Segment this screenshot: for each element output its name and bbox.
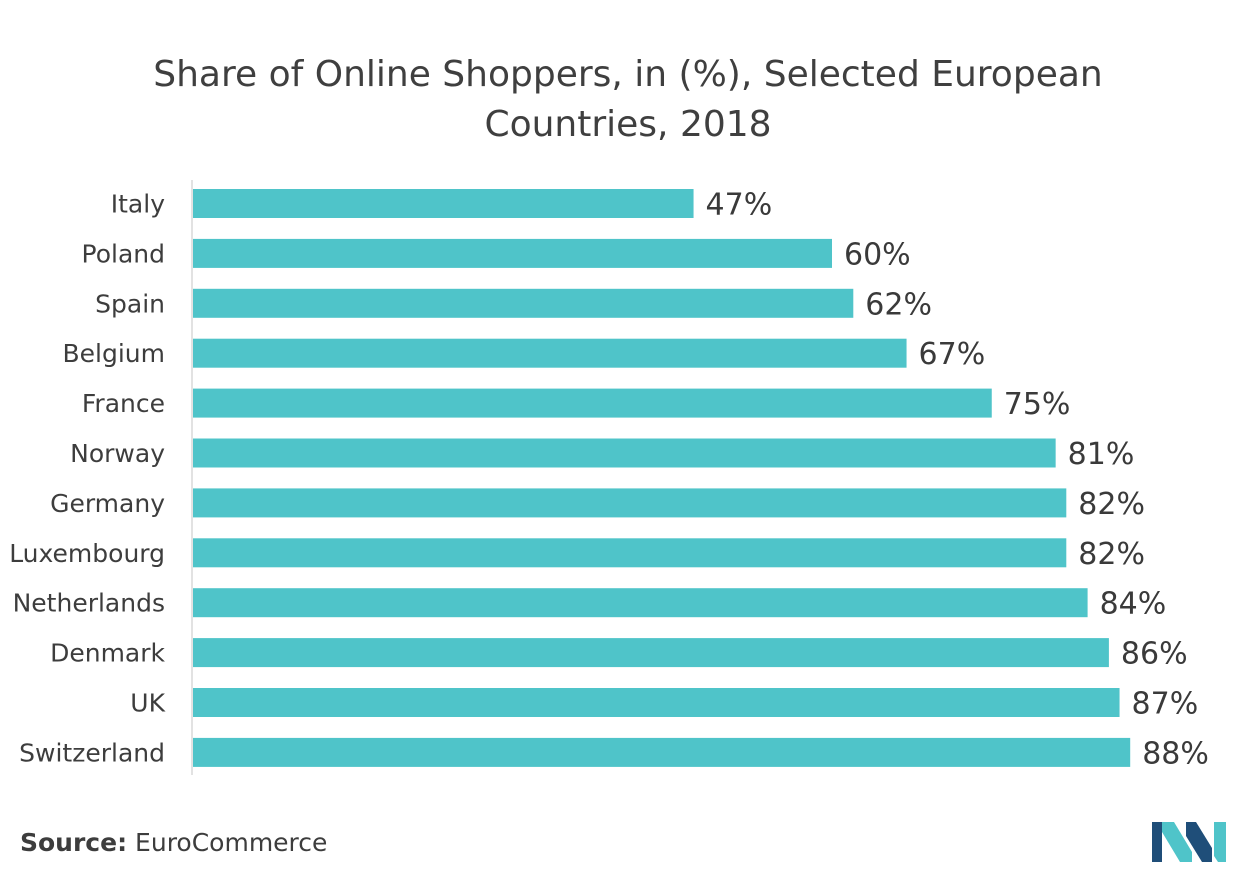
value-label: 81% — [1068, 437, 1135, 472]
value-label: 84% — [1100, 587, 1167, 622]
bar-belgium — [193, 338, 907, 368]
value-label: 86% — [1121, 637, 1188, 672]
category-label: Luxembourg — [9, 539, 165, 568]
value-label: 82% — [1078, 487, 1145, 522]
value-label: 88% — [1142, 736, 1209, 771]
source-value: EuroCommerce — [135, 828, 328, 857]
category-label: Denmark — [50, 639, 165, 668]
chart-title: Share of Online Shoppers, in (%), Select… — [153, 54, 1103, 145]
value-label: 62% — [865, 287, 932, 322]
source-label: Source: — [20, 828, 128, 857]
bar-italy — [193, 189, 694, 218]
category-label: France — [82, 389, 165, 418]
value-label: 60% — [844, 237, 911, 272]
category-label: Netherlands — [13, 589, 165, 618]
value-label: 87% — [1132, 687, 1199, 722]
value-label: 67% — [919, 337, 986, 372]
bar-uk — [193, 688, 1120, 717]
company-logo-icon — [1152, 822, 1226, 862]
bar-poland — [193, 238, 832, 268]
category-label: Spain — [95, 289, 165, 318]
category-label: Italy — [111, 190, 165, 219]
bar-norway — [193, 438, 1056, 468]
bars-group: Italy 47% Poland 60% Spain 62% Belgium 67% Franc… — [9, 188, 1209, 772]
category-label: Belgium — [63, 339, 166, 368]
category-label: Switzerland — [19, 738, 165, 767]
bar-spain — [193, 288, 854, 318]
source-note: Source: EuroCommerce — [20, 828, 327, 857]
value-label: 75% — [1004, 387, 1071, 422]
category-label: UK — [130, 689, 165, 718]
value-label: 47% — [706, 188, 773, 223]
bar-germany — [193, 488, 1067, 518]
bar-denmark — [193, 638, 1109, 668]
category-label: Poland — [82, 239, 165, 268]
category-label: Germany — [50, 489, 165, 518]
bar-luxembourg — [193, 538, 1067, 568]
category-label: Norway — [70, 439, 165, 468]
bar-netherlands — [193, 588, 1088, 618]
value-label: 82% — [1078, 537, 1145, 572]
bar-switzerland — [193, 737, 1131, 767]
bar-france — [193, 388, 992, 418]
